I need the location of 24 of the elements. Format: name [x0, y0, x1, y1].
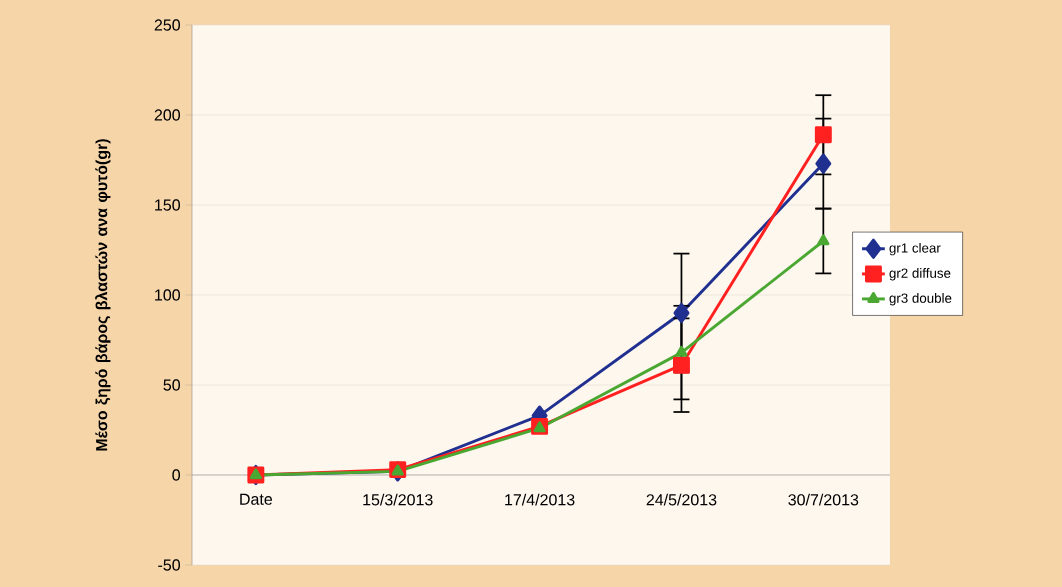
x-tick-label: 15/3/2013 [363, 493, 433, 506]
legend-label: gr2 diffuse [889, 268, 951, 281]
point [675, 345, 688, 357]
y-tick-label: 0 [172, 469, 181, 481]
legend-label: gr3 double [889, 293, 952, 306]
y-tick-label: 50 [163, 379, 181, 391]
point [672, 356, 690, 374]
x-tick-label: Date [240, 493, 273, 505]
y-tick-label: 100 [155, 289, 181, 301]
y-axis-title: Μέσο ξηρό βάρος βλαστών ανα φυτό(gr) [95, 139, 111, 451]
point [673, 302, 690, 324]
point [249, 468, 262, 480]
legend-label: gr1 clear [889, 242, 941, 256]
x-tick-label: 17/4/2013 [505, 493, 575, 506]
y-tick-label: -50 [158, 559, 181, 571]
y-tick-label: 200 [154, 109, 181, 121]
x-tick-label: 30/7/2013 [788, 493, 859, 506]
x-tick-label: 24/5/2013 [646, 493, 717, 506]
point [817, 234, 830, 246]
y-tick-label: 250 [154, 19, 181, 31]
point [814, 126, 832, 144]
y-tick-label: 150 [155, 199, 181, 211]
point [533, 421, 546, 433]
point [815, 153, 832, 174]
